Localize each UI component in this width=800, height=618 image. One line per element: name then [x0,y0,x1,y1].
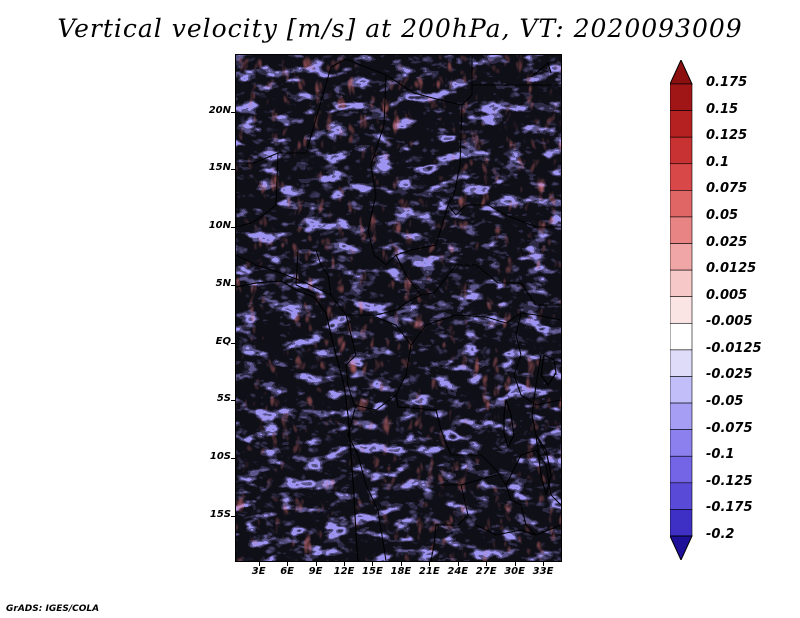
lon-tick-label: 6E [280,566,295,577]
lon-tick-label: 15E [362,566,383,577]
color-bar-label: 0.005 [706,287,748,303]
color-bar-segment [670,269,693,298]
color-bar-label: -0.2 [706,527,735,542]
lat-tick-mark [231,342,235,344]
color-bar-label: -0.0125 [706,340,762,356]
lat-tick-mark [231,169,235,171]
color-bar-label: 0.1 [706,154,730,170]
color-bar-label: 0.15 [706,101,739,117]
color-bar-segment [670,296,693,324]
color-bar-segment [670,509,693,537]
lon-tick-label: 33E [532,566,554,577]
lon-tick-mark [543,562,545,566]
lon-tick-mark [258,562,260,566]
color-bar-label: 0.075 [706,181,748,197]
color-bar-segment [670,243,693,271]
color-bar-segment [670,190,693,218]
color-bar-label: 0.025 [706,234,748,250]
lon-tick-label: 27E [475,566,497,577]
lon-tick-mark [514,562,516,566]
lon-tick-label: 18E [390,566,412,577]
color-bar-label: 0.125 [706,128,748,144]
lon-tick-label: 3E [251,566,266,577]
color-bar-segment [670,216,693,244]
color-bar-segment [670,376,693,404]
color-bar-label: -0.025 [706,367,753,383]
color-bar-segment [670,349,693,377]
color-bar-label: -0.1 [706,447,735,463]
lat-tick-mark [231,515,235,517]
lat-tick-label: 10S [209,451,231,463]
color-bar-segment [670,455,693,484]
color-bar-segment [670,322,693,351]
lon-tick-mark [486,562,488,566]
color-bar-label: 0.175 [706,75,748,90]
color-bar-label: -0.175 [706,500,753,516]
color-bar-segment [670,402,693,430]
color-bar-label: -0.05 [706,394,744,410]
country-borders [236,55,561,561]
color-bar-top-arrow [670,60,693,85]
lat-tick-mark [231,400,235,402]
lon-tick-label: 24E [447,566,469,577]
lon-tick-mark [315,562,317,566]
color-bar-bottom-arrow [670,535,693,560]
lat-tick-mark [231,458,235,460]
lon-tick-mark [344,562,345,566]
coastline [236,61,557,561]
lon-tick-label: 21E [418,566,440,577]
lat-tick-mark [231,284,235,286]
color-bar-segment [670,110,693,138]
lat-tick-label: 5S [216,393,231,405]
lon-tick-label: 12E [333,566,355,577]
color-bar-segment [670,163,693,191]
lon-tick-mark [457,562,459,566]
lat-tick-label: 15S [209,508,231,520]
lon-tick-mark [287,562,289,566]
lon-tick-mark [372,562,374,566]
color-bar-segment [670,482,693,510]
lon-tick-label: 30E [504,566,525,577]
map-title: Vertical velocity [m/s] at 200hPa, VT: 2… [57,14,743,43]
lat-tick-label: 10N [208,220,231,232]
lon-tick-label: 9E [308,566,323,577]
lat-tick-label: 15N [208,162,231,174]
lon-tick-mark [400,562,402,566]
color-bar-segment [670,83,693,111]
lat-tick-mark [231,227,235,229]
color-bar-label: 0.0125 [706,261,757,277]
grads-credit: GrADS: IGES/COLA [6,604,100,614]
color-bar-label: 0.05 [706,207,739,223]
color-bar-label: -0.125 [706,473,753,489]
lon-tick-mark [429,562,431,566]
lat-tick-label: 20N [208,104,231,116]
color-bar [670,60,693,560]
lat-tick-mark [231,111,235,113]
color-bar-label: -0.005 [706,314,753,330]
velocity-map [235,54,562,562]
lat-tick-label: EQ [215,335,231,347]
color-bar-label: -0.075 [706,420,753,436]
color-bar-segment [670,429,693,457]
lat-tick-label: 5N [215,277,231,289]
color-bar-segment [670,136,693,165]
